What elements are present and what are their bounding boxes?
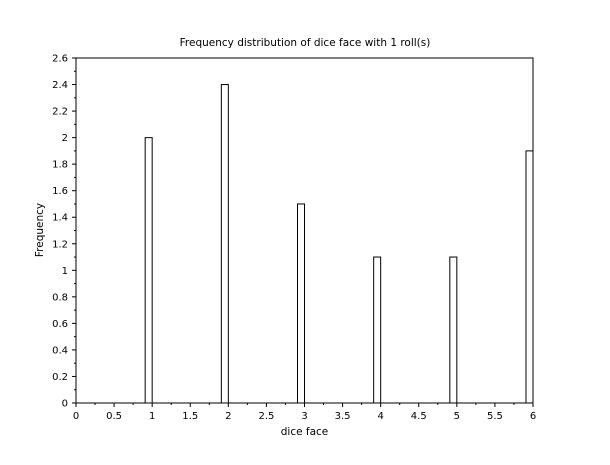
y-tick-label: 1 (62, 266, 68, 277)
x-tick-label: 1.5 (182, 411, 198, 422)
y-tick-label: 2.4 (52, 80, 68, 91)
plot-area: 0 0.5 1 1.5 2 2.5 3 3.5 4 4.5 5 5.5 6 0 0.2 0.4 0.6 0.8 1… (52, 54, 536, 423)
x-tick-label: 3 (301, 411, 307, 422)
x-tick-label: 4 (377, 411, 383, 422)
bar-face-5 (449, 256, 458, 404)
y-tick-label: 1.4 (52, 213, 68, 224)
x-tick-label: 0 (73, 411, 79, 422)
y-tick-label: 2.6 (52, 54, 68, 65)
x-tick-label: 2 (225, 411, 231, 422)
y-tick-label: 0 (62, 399, 68, 410)
x-tick-label: 0.5 (106, 411, 122, 422)
y-tick-label: 2.2 (52, 107, 68, 118)
x-tick-label: 2.5 (258, 411, 274, 422)
y-tick-label: 1.6 (52, 186, 68, 197)
y-tick-label: 2 (62, 133, 68, 144)
bar-face-6 (525, 150, 534, 404)
x-axis-title: dice face (281, 426, 329, 438)
y-tick-label: 0.4 (52, 345, 68, 356)
bar-face-2 (220, 84, 229, 404)
x-tick-label: 5.5 (487, 411, 503, 422)
bar-face-1 (144, 137, 153, 404)
x-tick-label: 4.5 (411, 411, 427, 422)
y-tick-label: 1.8 (52, 160, 68, 171)
x-tick-label: 6 (530, 411, 536, 422)
y-tick-label: 0.8 (52, 292, 68, 303)
x-axis: 0 0.5 1 1.5 2 2.5 3 3.5 4 4.5 5 5.5 6 (73, 403, 536, 422)
y-tick-label: 0.6 (52, 319, 68, 330)
x-tick-label: 5 (454, 411, 460, 422)
bar-face-3 (297, 203, 305, 404)
y-tick-label: 1.2 (52, 239, 68, 250)
x-tick-label: 3.5 (335, 411, 351, 422)
x-tick-label: 1 (149, 411, 155, 422)
bars-group (144, 84, 534, 404)
bar-face-4 (373, 256, 382, 404)
y-axis-title: Frequency (34, 203, 46, 257)
y-tick-label: 0.2 (52, 372, 68, 383)
chart-title: Frequency distribution of dice face with… (180, 37, 431, 49)
y-axis: 0 0.2 0.4 0.6 0.8 1 1.2 1.4 1.6 1.8 2 2.2 2.4 2.6 (52, 54, 76, 410)
